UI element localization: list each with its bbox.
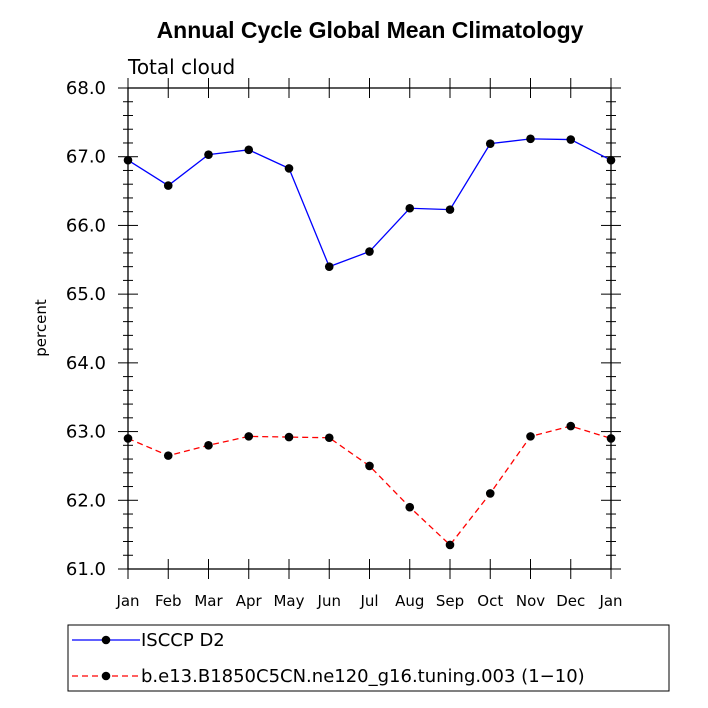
series-line xyxy=(127,425,612,546)
data-point xyxy=(123,155,133,165)
data-point xyxy=(365,461,374,471)
data-point xyxy=(405,502,415,512)
x-tick-label: Aug xyxy=(395,592,424,610)
data-point xyxy=(405,203,415,213)
legend-items: ISCCP D2 b.e13.B1850C5CN.ne120_g16.tuning… xyxy=(72,630,585,687)
x-tick-label: Oct xyxy=(477,592,503,610)
legend-item-2: b.e13.B1850C5CN.ne120_g16.tuning.003 (1−… xyxy=(72,666,585,687)
x-tick-label: Mar xyxy=(194,592,223,610)
legend-label: ISCCP D2 xyxy=(141,630,225,651)
legend: ISCCP D2 b.e13.B1850C5CN.ne120_g16.tuning… xyxy=(67,624,670,692)
data-point xyxy=(244,432,254,441)
x-tick-label: Jan xyxy=(115,592,139,610)
data-point xyxy=(324,262,334,271)
data-point xyxy=(204,150,213,159)
legend-item-1: ISCCP D2 xyxy=(72,630,225,651)
legend-label: b.e13.B1850C5CN.ne120_g16.tuning.003 (1−… xyxy=(141,666,585,687)
chart-title: Annual Cycle Global Mean Climatology xyxy=(157,17,584,43)
x-tick-label: Nov xyxy=(516,592,545,610)
data-point xyxy=(606,434,616,443)
data-point xyxy=(485,139,495,148)
y-tick-label: 64.0 xyxy=(66,353,106,374)
y-tick-label: 67.0 xyxy=(66,147,106,168)
y-tick-label: 62.0 xyxy=(66,490,106,511)
data-point xyxy=(123,434,133,443)
data-point xyxy=(163,451,173,460)
legend-marker xyxy=(101,635,111,645)
data-point xyxy=(526,134,535,144)
data-point xyxy=(365,247,374,256)
x-tick-label: Apr xyxy=(236,592,263,610)
legend-box xyxy=(67,624,670,692)
y-tick-label: 66.0 xyxy=(66,215,106,236)
x-tick-label: Dec xyxy=(556,592,585,610)
data-point xyxy=(445,205,455,214)
x-tick-label: Jun xyxy=(317,592,341,610)
x-tick-label: Feb xyxy=(155,592,182,610)
legend-marker xyxy=(101,671,111,681)
series-layer xyxy=(123,134,616,550)
chart-subtitle: Total cloud xyxy=(127,55,235,79)
data-point xyxy=(163,181,173,190)
y-tick-label: 68.0 xyxy=(66,78,106,99)
data-point xyxy=(485,489,495,498)
y-tick-labels: 61.0 62.0 63.0 64.0 65.0 66.0 67.0 68.0 xyxy=(66,78,106,580)
axis-ticks xyxy=(118,78,621,579)
data-point xyxy=(284,432,294,442)
y-axis-label: percent xyxy=(32,299,50,357)
data-point xyxy=(284,164,294,173)
data-point xyxy=(445,540,455,550)
series-2 xyxy=(123,421,616,550)
y-tick-label: 65.0 xyxy=(66,284,106,305)
y-tick-label: 61.0 xyxy=(66,559,106,580)
data-point xyxy=(204,441,213,450)
x-tick-label: Sep xyxy=(436,592,464,610)
data-point xyxy=(606,155,616,165)
x-tick-labels: Jan Feb Mar Apr May Jun Jul Aug Sep Oct Nov Dec Jan xyxy=(115,592,622,610)
data-point xyxy=(566,421,576,431)
x-tick-label: Jul xyxy=(359,592,378,610)
data-point xyxy=(566,135,576,144)
series-1 xyxy=(123,134,616,271)
data-point xyxy=(526,432,535,441)
y-tick-label: 63.0 xyxy=(66,422,106,443)
data-point xyxy=(244,145,254,155)
data-point xyxy=(324,433,334,443)
x-tick-label: May xyxy=(273,592,304,610)
x-tick-label: Jan xyxy=(598,592,622,610)
